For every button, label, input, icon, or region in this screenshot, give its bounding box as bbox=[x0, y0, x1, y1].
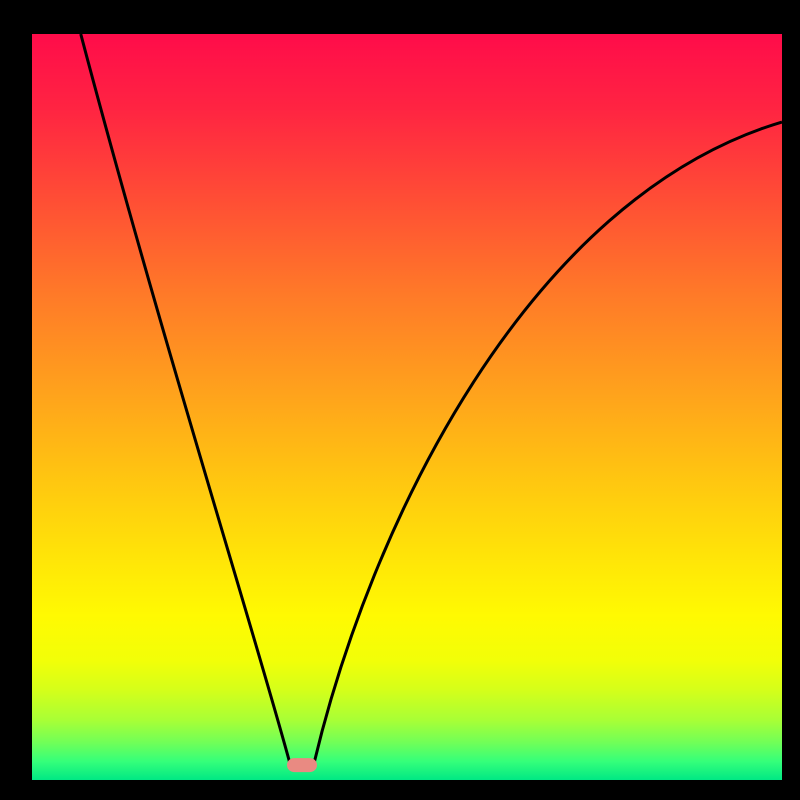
frame-left bbox=[0, 0, 32, 800]
dip-marker bbox=[287, 758, 317, 772]
frame-bottom bbox=[0, 780, 800, 800]
curve-left-branch bbox=[81, 34, 291, 767]
curve-layer bbox=[32, 34, 782, 780]
frame-top bbox=[0, 0, 800, 34]
curve-right-branch bbox=[313, 122, 782, 767]
frame-right bbox=[782, 0, 800, 800]
plot-area bbox=[32, 34, 782, 780]
